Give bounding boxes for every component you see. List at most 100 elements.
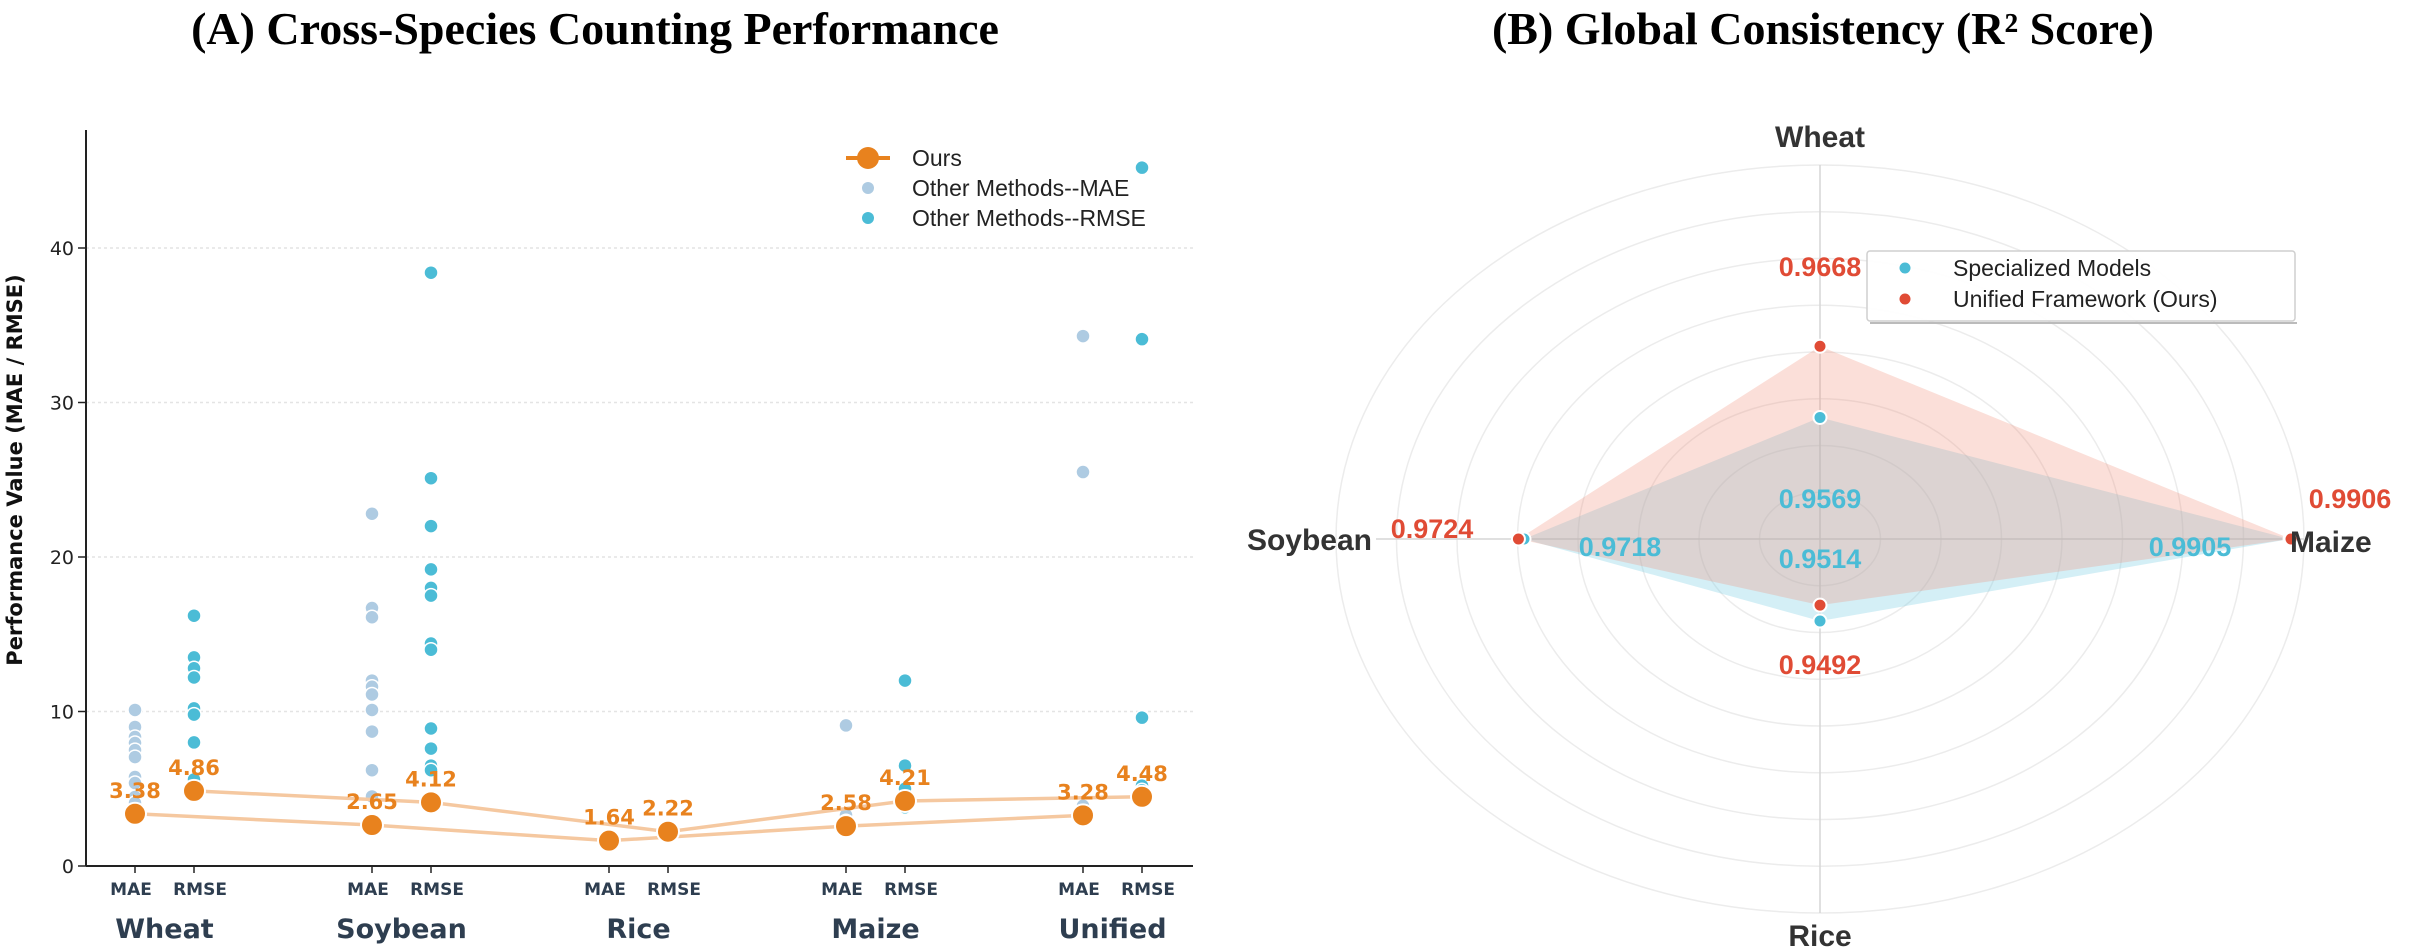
other-rmse-point: [186, 607, 202, 624]
other-rmse-point: [1134, 709, 1150, 726]
radar-point-unified: [1812, 597, 1828, 613]
x-sublabel-rmse: RMSE: [1121, 880, 1175, 900]
scatter-chart: 0 10 20 30 40 MAE RMSE Wheat MAE RMSE Soybean MAE RM…: [50, 130, 1193, 945]
other-mae-point: [838, 717, 854, 734]
other-mae-point: [1075, 464, 1091, 480]
ours-value-label: 2.58: [820, 791, 872, 815]
radar-point-unified: [1510, 531, 1526, 547]
x-group-label: Maize: [831, 914, 919, 945]
other-rmse-point: [423, 264, 439, 281]
other-mae-point: [127, 749, 143, 765]
other-rmse-point: [186, 734, 202, 751]
radar-area-specialized: [1524, 417, 2291, 621]
radar-value-label: 0.9569: [1779, 484, 1862, 514]
x-sublabel-mae: MAE: [584, 880, 626, 900]
other-rmse-point: [423, 470, 439, 486]
other-mae-point: [364, 505, 380, 522]
ours-value-label: 4.12: [405, 767, 457, 791]
x-sublabel-rmse: RMSE: [647, 880, 701, 900]
other-rmse-point: [897, 757, 913, 774]
y-axis-label: Performance Value (MAE / RMSE): [3, 274, 27, 665]
radar-legend-entry: Unified Framework (Ours): [1953, 286, 2218, 312]
other-mae-point: [364, 702, 380, 718]
y-tick-label: 0: [62, 856, 74, 878]
ours-value-label: 3.38: [109, 779, 161, 803]
legend-rmse-marker-icon: [862, 212, 874, 224]
other-mae-point: [1075, 328, 1091, 344]
radar-legend-entry: Specialized Models: [1953, 255, 2151, 281]
y-tick-label: 10: [50, 702, 74, 724]
chart-a-title: (A) Cross-Species Counting Performance: [191, 3, 999, 54]
radar-point-unified: [1812, 338, 1828, 354]
radar-legend-box: [1866, 250, 2296, 322]
other-mae-point: [364, 723, 380, 740]
radar-value-label: 0.9906: [2309, 484, 2392, 514]
ours-rmse-point: [419, 790, 443, 815]
ours-mae-point: [1071, 803, 1095, 828]
legend-entry: Other Methods--RMSE: [912, 205, 1146, 231]
x-group-label: Unified: [1058, 914, 1166, 945]
x-group-label: Rice: [606, 914, 670, 945]
legend-ours-marker-icon: [857, 147, 879, 169]
other-rmse-point: [1134, 331, 1150, 347]
other-mae-point: [127, 702, 143, 718]
legend-entry: Other Methods--MAE: [912, 175, 1129, 201]
other-rmse-point: [186, 669, 202, 686]
x-sublabel-mae: MAE: [347, 880, 389, 900]
radar-value-label: 0.9514: [1779, 544, 1862, 574]
radar-value-label: 0.9668: [1779, 252, 1862, 282]
other-rmse-point: [423, 518, 439, 534]
ours-rmse-point: [182, 778, 206, 803]
x-group-label: Wheat: [115, 914, 214, 945]
ours-value-label: 4.21: [879, 766, 931, 790]
ours-rmse-point: [656, 819, 680, 844]
x-sublabel-rmse: RMSE: [410, 880, 464, 900]
other-rmse-point: [423, 587, 439, 604]
ours-mae-point: [360, 813, 384, 838]
ours-value-label: 2.65: [346, 790, 398, 814]
other-rmse-point: [897, 672, 913, 689]
other-rmse-point: [186, 706, 202, 723]
x-sublabel-mae: MAE: [1058, 880, 1100, 900]
x-sublabel-rmse: RMSE: [173, 880, 227, 900]
ours-value-label: 3.28: [1057, 780, 1109, 804]
radar-value-label: 0.9718: [1579, 532, 1662, 562]
other-rmse-point: [423, 720, 439, 737]
radar-chart: Wheat Maize Rice Soybean 0.9569 0.9905 0.9514 0…: [1247, 121, 2391, 952]
x-sublabel-mae: MAE: [821, 880, 863, 900]
ours-value-label: 4.48: [1116, 762, 1168, 786]
other-rmse-point: [423, 561, 439, 578]
ours-mae-point: [123, 801, 147, 826]
radar-point-unified: [2283, 531, 2299, 547]
radar-value-label: 0.9905: [2149, 532, 2232, 562]
radar-legend-marker-icon: [1899, 293, 1911, 305]
ours-mae-point: [834, 814, 858, 839]
y-tick-label: 20: [50, 547, 74, 569]
ours-value-label: 2.22: [642, 797, 694, 821]
radar-legend-marker-icon: [1899, 262, 1911, 274]
x-sublabel-mae: MAE: [110, 880, 152, 900]
other-rmse-point: [423, 762, 439, 778]
ours-rmse-point: [893, 788, 917, 813]
radar-value-label: 0.9724: [1391, 514, 1474, 544]
other-rmse-point: [1134, 159, 1150, 176]
other-rmse-point: [423, 641, 439, 658]
x-group-label: Soybean: [336, 914, 467, 945]
radar-axis-label: Wheat: [1775, 121, 1865, 154]
other-mae-point: [364, 609, 380, 626]
radar-point-specialized: [1812, 613, 1828, 629]
x-sublabel-rmse: RMSE: [884, 880, 938, 900]
y-tick-label: 40: [50, 238, 74, 260]
ours-value-label: 4.86: [168, 756, 220, 780]
radar-axis-label: Soybean: [1247, 524, 1372, 557]
radar-axis-label: Rice: [1788, 920, 1851, 952]
radar-area-unified: [1518, 346, 2291, 606]
other-rmse-point: [423, 740, 439, 757]
legend-mae-marker-icon: [862, 182, 874, 194]
radar-point-specialized: [1812, 409, 1828, 425]
other-mae-point: [364, 686, 380, 703]
radar-value-label: 0.9492: [1779, 650, 1862, 680]
ours-mae-point: [597, 828, 621, 853]
